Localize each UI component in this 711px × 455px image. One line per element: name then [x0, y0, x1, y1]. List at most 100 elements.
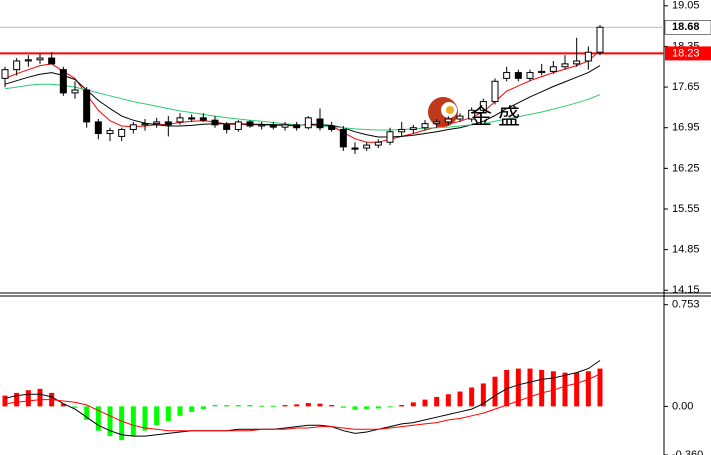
candle-body — [573, 60, 581, 65]
y-tick-label: 0.753 — [672, 299, 700, 311]
candle-body — [479, 101, 487, 111]
histogram-bar — [364, 406, 370, 410]
logo-mark — [446, 106, 454, 114]
histogram-bar — [410, 402, 416, 407]
histogram-bar — [574, 372, 580, 407]
y-tick-label: 15.55 — [672, 203, 700, 215]
candle-body — [269, 124, 277, 128]
histogram-bar — [399, 405, 405, 407]
histogram-bar — [515, 368, 521, 407]
candle-body — [258, 124, 266, 127]
y-tick-label: 17.65 — [672, 81, 700, 93]
histogram-bar — [422, 399, 428, 407]
candle-body — [36, 57, 44, 61]
histogram-bar — [375, 406, 381, 409]
histogram-bar — [259, 405, 265, 407]
histogram-bar — [224, 405, 230, 407]
histogram-bar — [142, 406, 148, 431]
histogram-bar — [282, 405, 288, 407]
candle-body — [281, 124, 289, 128]
histogram-bar — [25, 390, 31, 407]
histogram-bar — [340, 406, 346, 408]
candle-body — [199, 117, 207, 121]
histogram-bar — [434, 396, 440, 407]
histogram-bar — [352, 406, 358, 410]
histogram-bar — [550, 371, 556, 407]
candle-body — [129, 124, 137, 130]
y-tick-label: 0.00 — [672, 400, 693, 412]
histogram-bar — [72, 406, 78, 408]
histogram-bar — [504, 369, 510, 407]
candle-body — [153, 121, 161, 125]
price-label: 18.68 — [672, 21, 700, 33]
candle-body — [304, 117, 312, 129]
candle-body — [363, 144, 371, 149]
indicator-line — [4, 360, 601, 437]
candle-body — [328, 125, 336, 130]
candle-body — [106, 130, 114, 135]
histogram-bar — [317, 403, 323, 407]
histogram-bar — [37, 388, 43, 407]
level-box — [665, 46, 711, 61]
candle-body — [468, 109, 476, 120]
candle-body — [584, 51, 592, 62]
histogram-bar — [270, 405, 276, 407]
histogram-bar — [60, 403, 66, 407]
y-tick-label: 16.95 — [672, 122, 700, 134]
histogram-bar — [200, 406, 206, 410]
histogram-bar — [445, 394, 451, 407]
price-box — [664, 20, 711, 35]
histogram-bar — [562, 372, 568, 407]
histogram-bar — [165, 406, 171, 422]
histogram-bar — [84, 406, 90, 420]
candle-body — [444, 118, 452, 123]
histogram-bar — [2, 395, 8, 407]
y-tick-label: -0.360 — [672, 449, 703, 455]
histogram-bar — [305, 403, 311, 407]
candle-body — [234, 121, 242, 130]
candle-body — [503, 72, 511, 79]
histogram-bar — [95, 406, 101, 431]
histogram-bar — [480, 383, 486, 407]
candle-body — [13, 60, 21, 71]
candle-body — [176, 117, 184, 123]
histogram-bar — [539, 369, 545, 407]
y-tick-label: 16.25 — [672, 162, 700, 174]
candle-body — [433, 121, 441, 125]
candle-body — [71, 89, 79, 94]
histogram-bar — [469, 387, 475, 407]
candle-body — [164, 121, 172, 126]
y-tick-label: 14.15 — [672, 284, 700, 296]
candle-body — [83, 89, 91, 123]
candle-body — [561, 63, 569, 68]
histogram-bar — [457, 391, 463, 407]
candle-body — [491, 80, 499, 103]
candle-body — [293, 124, 301, 129]
histogram-bar — [387, 406, 393, 408]
histogram-bar — [189, 406, 195, 412]
candle-body — [94, 121, 102, 135]
y-tick-label: 19.05 — [672, 0, 700, 12]
indicator-line — [4, 373, 601, 432]
histogram-bar — [212, 405, 218, 407]
candle-body — [1, 69, 9, 79]
histogram-bar — [329, 405, 335, 407]
candle-body — [118, 128, 126, 137]
histogram-bar — [492, 376, 498, 407]
level-label: 18.23 — [672, 47, 700, 59]
histogram-bar — [130, 406, 136, 437]
candle-body — [526, 72, 534, 79]
candle-body — [48, 57, 56, 65]
histogram-bar — [294, 404, 300, 407]
y-tick-label: 14.85 — [672, 244, 700, 256]
candle-body — [386, 131, 394, 143]
candle-body — [211, 119, 219, 126]
candle-body — [24, 59, 32, 62]
candle-body — [549, 66, 557, 72]
candle-body — [409, 127, 417, 130]
candle-body — [596, 26, 604, 53]
histogram-bar — [177, 406, 183, 416]
histogram-bar — [119, 406, 125, 441]
